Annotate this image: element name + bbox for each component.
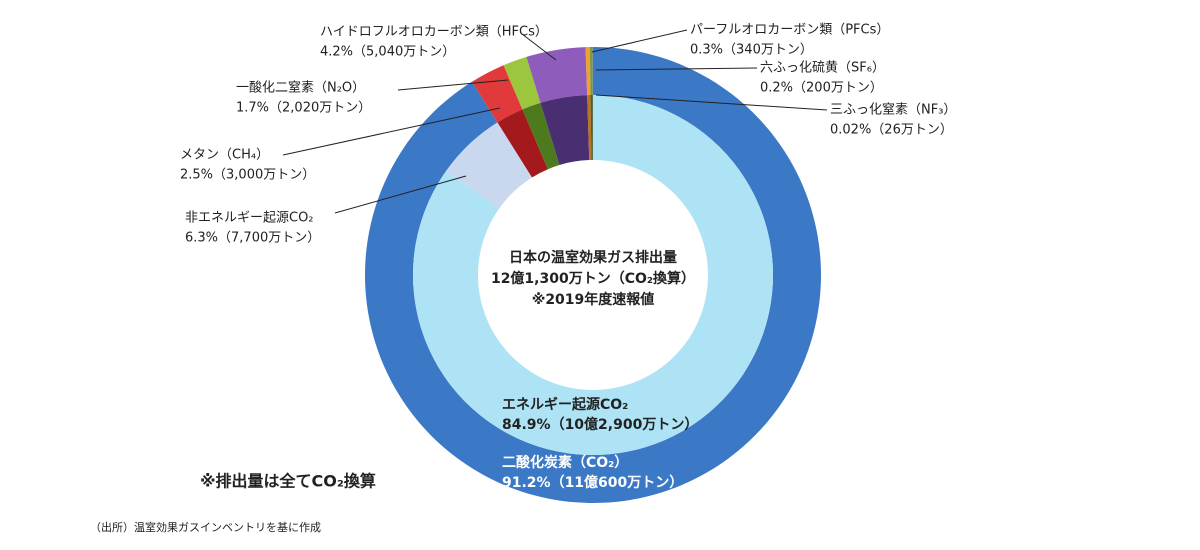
inner-segment xyxy=(587,95,592,161)
outer-segment xyxy=(503,56,541,110)
leader-line xyxy=(282,107,501,156)
center-text: 12億1,300万トン（CO₂換算） xyxy=(491,270,695,287)
segment-value: 0.02%（26万トン） xyxy=(830,123,953,138)
note: ※排出量は全てCO₂換算 xyxy=(200,472,376,491)
segment-value: 0.2%（200万トン） xyxy=(760,81,883,96)
source: （出所）温室効果ガスインベントリを基に作成 xyxy=(90,520,321,534)
segment-label: メタン（CH₄） xyxy=(180,148,269,163)
outer-segment xyxy=(471,65,523,123)
leader-line xyxy=(591,29,688,53)
segment-label: 非エネルギー起源CO₂ xyxy=(185,211,314,226)
segment-label: エネルギー起源CO₂ xyxy=(502,396,628,413)
segment-label: 一酸化二窒素（N₂O） xyxy=(236,80,365,96)
center-text: 日本の温室効果ガス排出量 xyxy=(509,249,677,266)
center-text: ※2019年度速報値 xyxy=(532,291,655,308)
segment-value: 2.5%（3,000万トン） xyxy=(180,168,315,183)
inner-segment xyxy=(522,102,560,170)
segment-value: 4.2%（5,040万トン） xyxy=(320,45,455,60)
outer-segment xyxy=(526,47,588,103)
segment-label: パーフルオロカーボン類（PFCs） xyxy=(690,23,889,38)
leader-line xyxy=(397,79,509,91)
segment-label: 二酸化炭素（CO₂） xyxy=(502,454,628,471)
segment-label: ハイドロフルオロカーボン類（HFCs） xyxy=(320,25,548,40)
segment-value: 6.3%（7,700万トン） xyxy=(185,231,320,246)
inner-segment xyxy=(540,95,590,166)
leader-line xyxy=(334,175,467,214)
leader-line xyxy=(595,94,828,111)
inner-segment xyxy=(446,122,532,209)
segment-value: 91.2%（11億600万トン） xyxy=(502,474,683,491)
inner-segment xyxy=(413,95,774,456)
segment-value: 1.7%（2,020万トン） xyxy=(236,101,371,116)
segment-label: 六ふっ化硫黄（SF₆） xyxy=(760,61,885,76)
segment-label: 三ふっ化窒素（NF₃） xyxy=(830,102,956,118)
segment-value: 0.3%（340万トン） xyxy=(690,43,813,58)
leader-line xyxy=(521,33,557,61)
inner-segment xyxy=(590,95,593,161)
segment-value: 84.9%（10億2,900万トン） xyxy=(502,416,698,433)
outer-segment xyxy=(589,47,593,96)
outer-segment xyxy=(585,47,591,96)
inner-segment xyxy=(497,109,548,178)
leader-line xyxy=(595,67,758,71)
